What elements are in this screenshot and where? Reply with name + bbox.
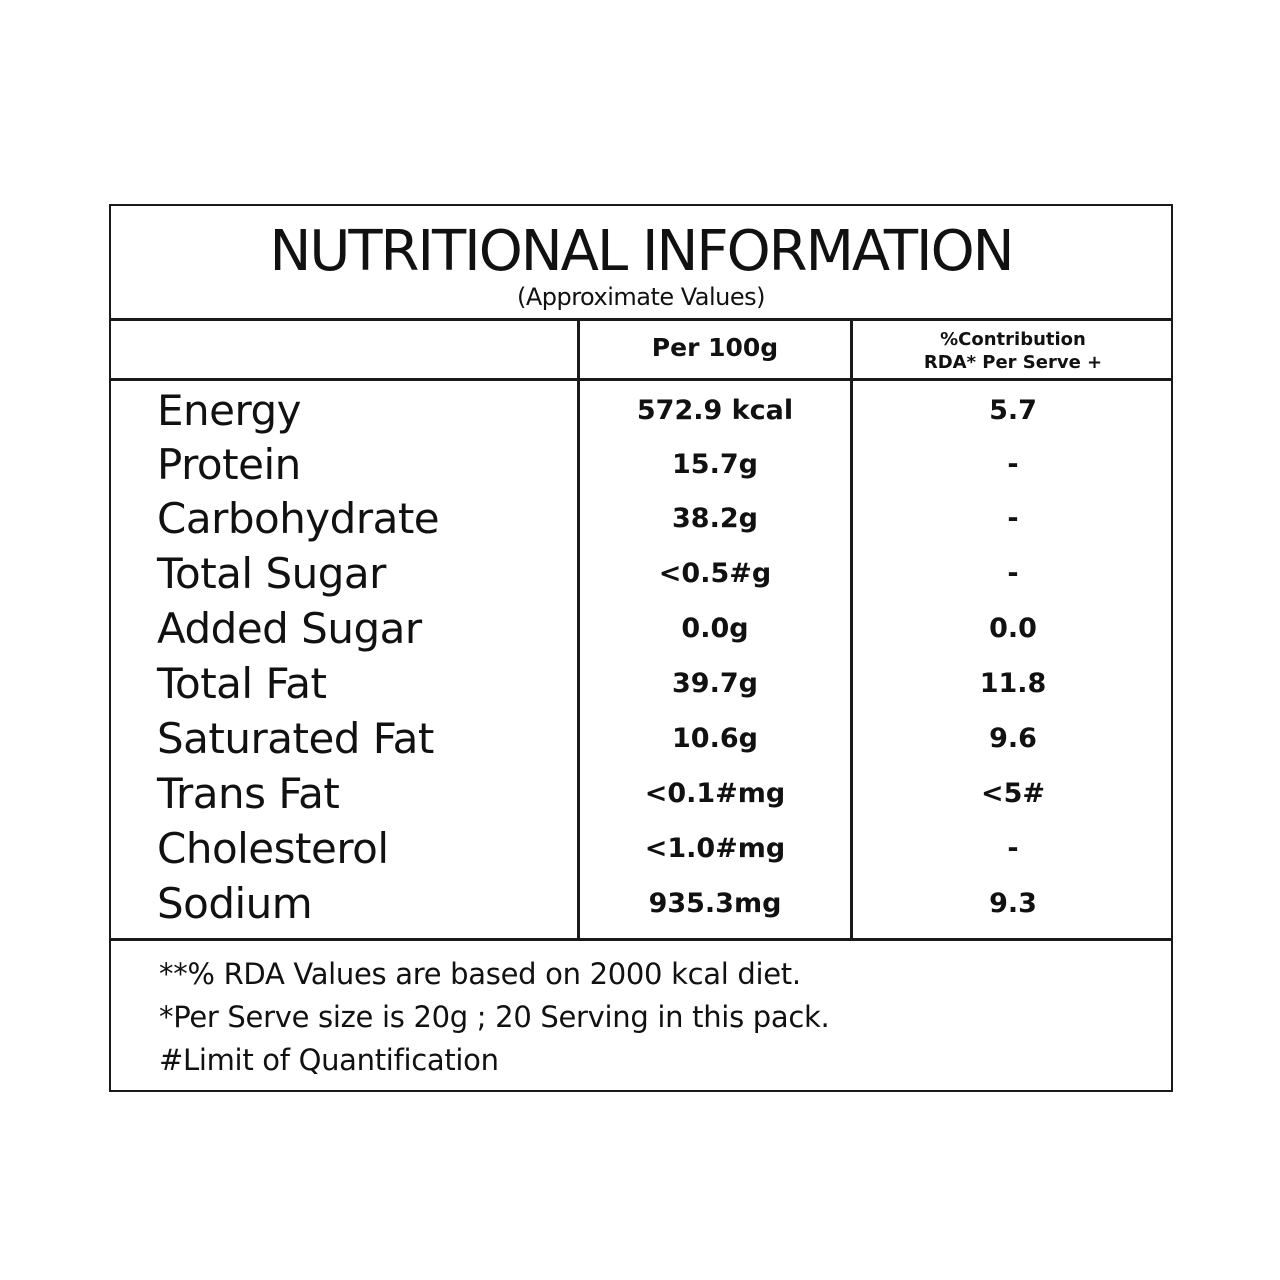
nutrient-name: Trans Fat (157, 769, 340, 818)
per-100g-value: <1.0#mg (644, 833, 786, 864)
table-row: Carbohydrate 38.2g - (111, 492, 1171, 546)
table-row: Sodium 935.3mg 9.3 (111, 877, 1171, 931)
panel-subtitle: (Approximate Values) (516, 283, 766, 311)
per-100g-value: 38.2g (672, 503, 758, 534)
footnote-serve-size: *Per Serve size is 20g ; 20 Serving in t… (159, 1000, 830, 1034)
rda-value: 9.3 (989, 888, 1037, 919)
nutrition-panel: NUTRITIONAL INFORMATION (Approximate Val… (109, 204, 1173, 1092)
nutrient-name: Sodium (157, 879, 313, 928)
nutrient-name: Total Sugar (157, 549, 386, 598)
table-row: Energy 572.9 kcal 5.7 (111, 384, 1171, 438)
title-block: NUTRITIONAL INFORMATION (Approximate Val… (111, 206, 1171, 321)
table-row: Added Sugar 0.0g 0.0 (111, 602, 1171, 656)
footnotes: **% RDA Values are based on 2000 kcal di… (159, 953, 830, 1082)
per-100g-value: <0.5#g (658, 558, 772, 589)
rda-value: - (1007, 833, 1019, 864)
rda-value: - (1007, 449, 1019, 480)
rda-value: - (1007, 558, 1019, 589)
rda-value: 0.0 (989, 613, 1037, 644)
nutrient-name: Protein (157, 440, 301, 489)
nutrient-name: Carbohydrate (157, 494, 440, 543)
table-row: Trans Fat <0.1#mg <5# (111, 767, 1171, 821)
table-row: Cholesterol <1.0#mg - (111, 822, 1171, 876)
column-divider (577, 319, 580, 941)
table-row: Protein 15.7g - (111, 438, 1171, 492)
table-row: Total Fat 39.7g 11.8 (111, 657, 1171, 711)
nutrient-name: Saturated Fat (157, 714, 434, 763)
per-100g-value: 572.9 kcal (636, 395, 794, 426)
nutrient-name: Energy (157, 386, 302, 435)
column-header-per-100g: Per 100g (651, 333, 779, 362)
nutrient-table-body: Energy 572.9 kcal 5.7 Protein 15.7g - Ca… (111, 381, 1171, 941)
per-100g-value: 10.6g (672, 723, 758, 754)
table-header-row: Per 100g %Contribution RDA* Per Serve + (111, 321, 1171, 381)
nutrient-name: Added Sugar (157, 604, 422, 653)
footnote-limit-of-quantification: #Limit of Quantification (159, 1043, 499, 1077)
per-100g-value: 0.0g (681, 613, 749, 644)
rda-value: - (1007, 503, 1019, 534)
table-row: Saturated Fat 10.6g 9.6 (111, 712, 1171, 766)
nutrient-name: Cholesterol (157, 824, 389, 873)
per-100g-value: <0.1#mg (644, 778, 786, 809)
per-100g-value: 15.7g (672, 449, 758, 480)
table-row: Total Sugar <0.5#g - (111, 547, 1171, 601)
column-header-rda-line1: %Contribution (940, 329, 1086, 350)
rda-value: 11.8 (979, 668, 1047, 699)
nutrient-name: Total Fat (157, 659, 327, 708)
rda-value: 5.7 (989, 395, 1037, 426)
rda-value: 9.6 (989, 723, 1037, 754)
panel-title: NUTRITIONAL INFORMATION (269, 219, 1014, 284)
footnote-rda-basis: **% RDA Values are based on 2000 kcal di… (159, 957, 801, 991)
column-divider (850, 319, 853, 941)
per-100g-value: 39.7g (672, 668, 758, 699)
per-100g-value: 935.3mg (648, 888, 782, 919)
column-header-rda-line2: RDA* Per Serve + (923, 352, 1103, 373)
column-header-rda: %Contribution RDA* Per Serve + (853, 328, 1173, 374)
rda-value: <5# (980, 778, 1046, 809)
